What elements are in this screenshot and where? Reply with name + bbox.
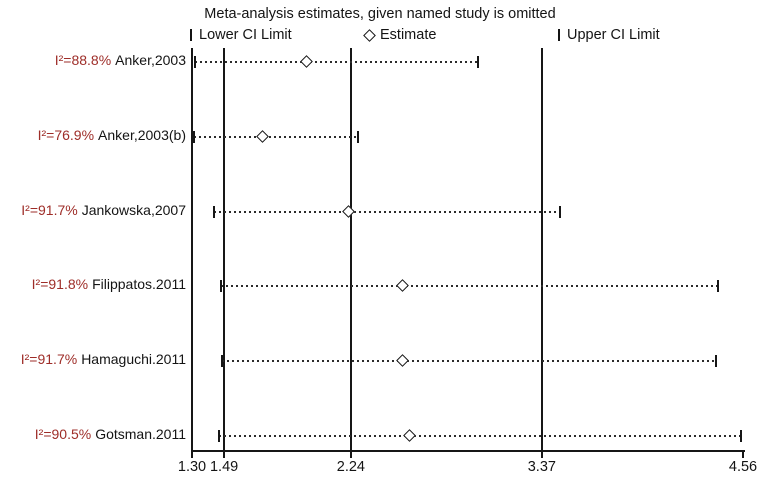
estimate-diamond <box>403 429 416 442</box>
x-axis-tick-label: 4.56 <box>728 459 758 475</box>
study-name: Filippatos.2011 <box>92 276 186 293</box>
upper-ci-tick <box>716 280 719 293</box>
i2-heterogeneity-value: I²=90.5% <box>34 426 92 442</box>
x-axis-tick <box>349 450 352 458</box>
i2-heterogeneity-value: I²=91.8% <box>31 276 89 293</box>
lower-ci-marker-icon <box>190 29 192 41</box>
ci-dotted-line <box>193 135 358 138</box>
upper-ci-tick <box>476 56 479 68</box>
x-axis-tick <box>742 450 744 458</box>
study-name: Jankowska,2007 <box>81 201 186 218</box>
lower-ci-tick <box>192 130 195 143</box>
estimate-diamond <box>256 129 269 143</box>
x-axis-tick <box>191 450 193 458</box>
reference-vline <box>223 48 226 450</box>
legend-upper-ci: Upper CI Limit <box>558 27 660 43</box>
upper-ci-tick <box>714 355 717 368</box>
study-row-label: I²=91.7% Hamaguchi.2011 <box>21 351 186 367</box>
upper-ci-tick <box>559 205 562 218</box>
ci-dotted-line <box>219 435 742 437</box>
x-axis-line <box>192 450 745 452</box>
lower-ci-tick <box>219 280 222 293</box>
study-name: Anker,2003(b) <box>98 126 186 143</box>
study-row-label: I²=88.8% Anker,2003 <box>55 52 186 68</box>
study-name: Hamaguchi.2011 <box>81 351 186 368</box>
lower-ci-tick <box>221 355 224 368</box>
x-axis-tick-label: 1.49 <box>209 459 239 475</box>
x-axis-tick-label: 1.30 <box>177 459 207 475</box>
x-axis-tick-label: 2.24 <box>336 459 365 475</box>
legend-lower-ci-label: Lower CI Limit <box>199 27 292 43</box>
estimate-diamond <box>396 354 410 368</box>
ci-dotted-line <box>213 210 561 213</box>
legend-upper-ci-label: Upper CI Limit <box>567 27 660 43</box>
study-row-label: I²=91.7% Jankowska,2007 <box>21 202 186 218</box>
study-name: Anker,2003 <box>115 52 186 68</box>
legend-estimate: Estimate <box>363 27 437 43</box>
ci-dotted-line <box>195 61 478 63</box>
i2-heterogeneity-value: I²=76.9% <box>37 126 95 143</box>
chart-title: Meta-analysis estimates, given named stu… <box>204 6 556 22</box>
lower-ci-tick <box>218 430 221 442</box>
i2-heterogeneity-value: I²=88.8% <box>54 52 112 68</box>
estimate-diamond <box>396 279 410 293</box>
study-row-label: I²=91.8% Filippatos.2011 <box>32 276 186 292</box>
study-name: Gotsman.2011 <box>95 426 186 442</box>
reference-vline <box>349 48 352 450</box>
study-row-label: I²=76.9% Anker,2003(b) <box>38 127 186 143</box>
x-axis-tick <box>223 450 226 458</box>
i2-heterogeneity-value: I²=91.7% <box>21 201 78 218</box>
reference-vline <box>540 48 543 450</box>
x-axis-tick-label: 3.37 <box>527 459 556 475</box>
i2-heterogeneity-value: I²=91.7% <box>20 351 78 368</box>
upper-ci-tick <box>356 130 359 143</box>
estimate-diamond <box>342 204 356 218</box>
x-axis-tick <box>540 450 543 458</box>
reference-vline <box>191 48 193 450</box>
upper-ci-marker-icon <box>558 29 560 41</box>
lower-ci-tick <box>212 205 215 218</box>
upper-ci-tick <box>740 430 743 442</box>
estimate-diamond <box>300 55 313 68</box>
study-row-label: I²=90.5% Gotsman.2011 <box>35 426 186 442</box>
ci-dotted-line <box>222 360 716 363</box>
legend-estimate-label: Estimate <box>380 27 437 43</box>
lower-ci-tick <box>194 56 197 68</box>
ci-dotted-line <box>220 285 718 288</box>
legend-lower-ci: Lower CI Limit <box>190 27 292 43</box>
